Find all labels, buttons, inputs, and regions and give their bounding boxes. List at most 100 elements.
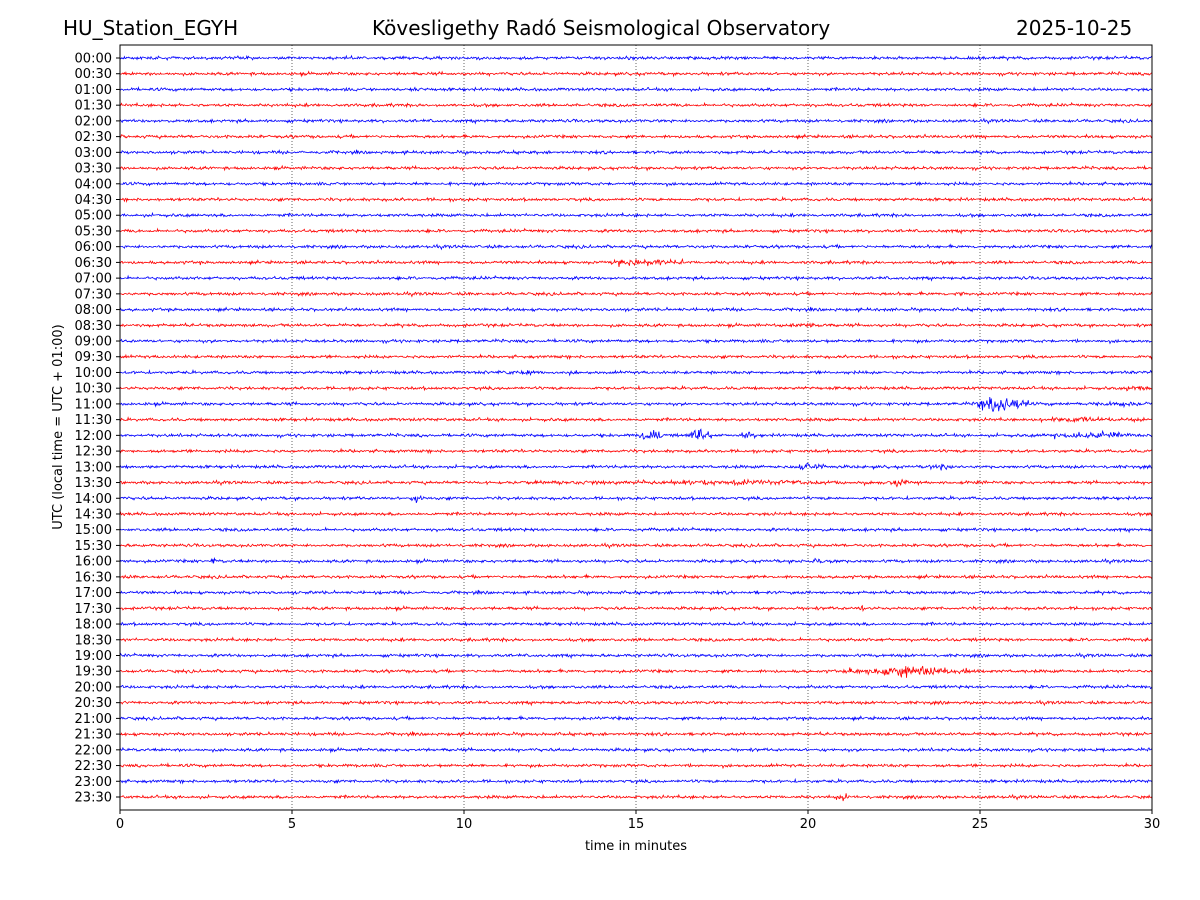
y-tick-label: 14:30 <box>75 507 112 522</box>
y-tick-label: 14:00 <box>75 492 112 507</box>
y-tick-label: 01:00 <box>75 83 112 98</box>
trace-1430 <box>119 510 1153 518</box>
trace-1830 <box>119 636 1153 643</box>
y-tick-label: 15:30 <box>75 539 112 554</box>
y-tick-label: 02:30 <box>75 130 112 145</box>
y-tick-label: 18:30 <box>75 633 112 648</box>
y-tick-label: 04:00 <box>75 177 112 192</box>
y-tick-label: 06:30 <box>75 256 112 271</box>
x-tick-label: 30 <box>1144 817 1161 832</box>
trace-0000 <box>120 54 1153 62</box>
trace-2130 <box>119 730 1153 738</box>
y-tick-label: 18:00 <box>75 618 112 633</box>
y-tick-label: 19:00 <box>75 649 112 664</box>
y-tick-label: 17:00 <box>75 586 112 601</box>
y-tick-label: 21:00 <box>75 712 112 727</box>
x-tick-label: 5 <box>288 817 296 832</box>
trace-0230 <box>119 133 1153 140</box>
trace-1100 <box>119 396 1153 412</box>
y-tick-label: 15:00 <box>75 523 112 538</box>
trace-0600 <box>119 243 1153 251</box>
y-tick-label: 03:00 <box>75 146 112 161</box>
y-tick-label: 13:30 <box>75 476 112 491</box>
trace-0330 <box>119 164 1153 172</box>
trace-2330 <box>119 793 1153 802</box>
y-tick-label: 12:00 <box>75 429 112 444</box>
x-tick-label: 0 <box>116 817 124 832</box>
y-tick-label: 08:00 <box>75 303 112 318</box>
y-tick-label: 21:30 <box>75 728 112 743</box>
trace-1200 <box>119 428 1153 441</box>
trace-2200 <box>119 746 1153 754</box>
x-tick-label: 25 <box>972 817 989 832</box>
station-label: HU_Station_EGYH <box>63 16 239 40</box>
trace-0700 <box>119 274 1152 282</box>
x-tick-label: 15 <box>628 817 645 832</box>
trace-1900 <box>119 652 1153 660</box>
trace-1230 <box>119 447 1153 455</box>
trace-1930 <box>119 665 1153 678</box>
y-tick-label: 20:00 <box>75 680 112 695</box>
y-tick-label: 22:00 <box>75 743 112 758</box>
trace-2030 <box>119 699 1153 707</box>
y-tick-label: 00:30 <box>75 67 112 82</box>
trace-1630 <box>119 573 1153 581</box>
trace-0830 <box>119 322 1153 330</box>
trace-0200 <box>119 117 1153 125</box>
trace-0800 <box>119 306 1153 314</box>
x-tick-label: 10 <box>456 817 473 832</box>
x-axis-label: time in minutes <box>585 839 687 854</box>
date-label: 2025-10-25 <box>1016 16 1133 40</box>
trace-0530 <box>119 227 1153 235</box>
trace-0930 <box>119 353 1153 361</box>
trace-1800 <box>119 620 1153 628</box>
y-tick-label: 16:30 <box>75 570 112 585</box>
y-tick-label: 03:30 <box>75 162 112 177</box>
trace-1700 <box>119 589 1153 597</box>
y-tick-label: 22:30 <box>75 759 112 774</box>
trace-0500 <box>119 211 1153 219</box>
y-tick-label: 09:00 <box>75 335 112 350</box>
trace-0400 <box>119 180 1153 188</box>
y-axis-label: UTC (local time = UTC + 01:00) <box>51 324 66 529</box>
trace-0430 <box>119 195 1153 203</box>
y-tick-label: 05:00 <box>75 209 112 224</box>
trace-1300 <box>119 462 1153 471</box>
trace-0900 <box>119 337 1153 345</box>
y-tick-label: 09:30 <box>75 350 112 365</box>
trace-0100 <box>119 85 1153 93</box>
trace-1730 <box>119 604 1153 613</box>
y-tick-label: 00:00 <box>75 52 112 67</box>
trace-1000 <box>119 368 1153 377</box>
x-tick-label: 20 <box>800 817 817 832</box>
y-tick-label: 04:30 <box>75 193 112 208</box>
y-tick-label: 02:00 <box>75 114 112 129</box>
y-tick-label: 06:00 <box>75 240 112 255</box>
y-tick-label: 08:30 <box>75 319 112 334</box>
trace-2230 <box>119 762 1153 770</box>
chart-title: Kövesligethy Radó Seismological Observat… <box>372 16 831 40</box>
y-tick-label: 23:30 <box>75 791 112 806</box>
y-tick-label: 11:30 <box>75 413 112 428</box>
trace-0730 <box>119 290 1153 298</box>
trace-2000 <box>119 683 1153 690</box>
y-tick-label: 19:30 <box>75 665 112 680</box>
trace-0300 <box>119 149 1153 157</box>
y-tick-label: 20:30 <box>75 696 112 711</box>
y-tick-label: 07:30 <box>75 287 112 302</box>
trace-1600 <box>119 556 1152 565</box>
y-tick-label: 10:00 <box>75 366 112 381</box>
trace-2100 <box>119 714 1153 722</box>
trace-1400 <box>119 494 1153 503</box>
y-tick-label: 13:00 <box>75 460 112 475</box>
y-tick-label: 10:30 <box>75 382 112 397</box>
y-tick-label: 05:30 <box>75 224 112 239</box>
trace-1130 <box>119 415 1152 424</box>
trace-0630 <box>119 257 1153 267</box>
y-tick-label: 12:30 <box>75 445 112 460</box>
trace-1530 <box>119 541 1153 550</box>
trace-1500 <box>119 526 1153 534</box>
y-tick-label: 01:30 <box>75 99 112 114</box>
trace-2300 <box>119 777 1153 785</box>
